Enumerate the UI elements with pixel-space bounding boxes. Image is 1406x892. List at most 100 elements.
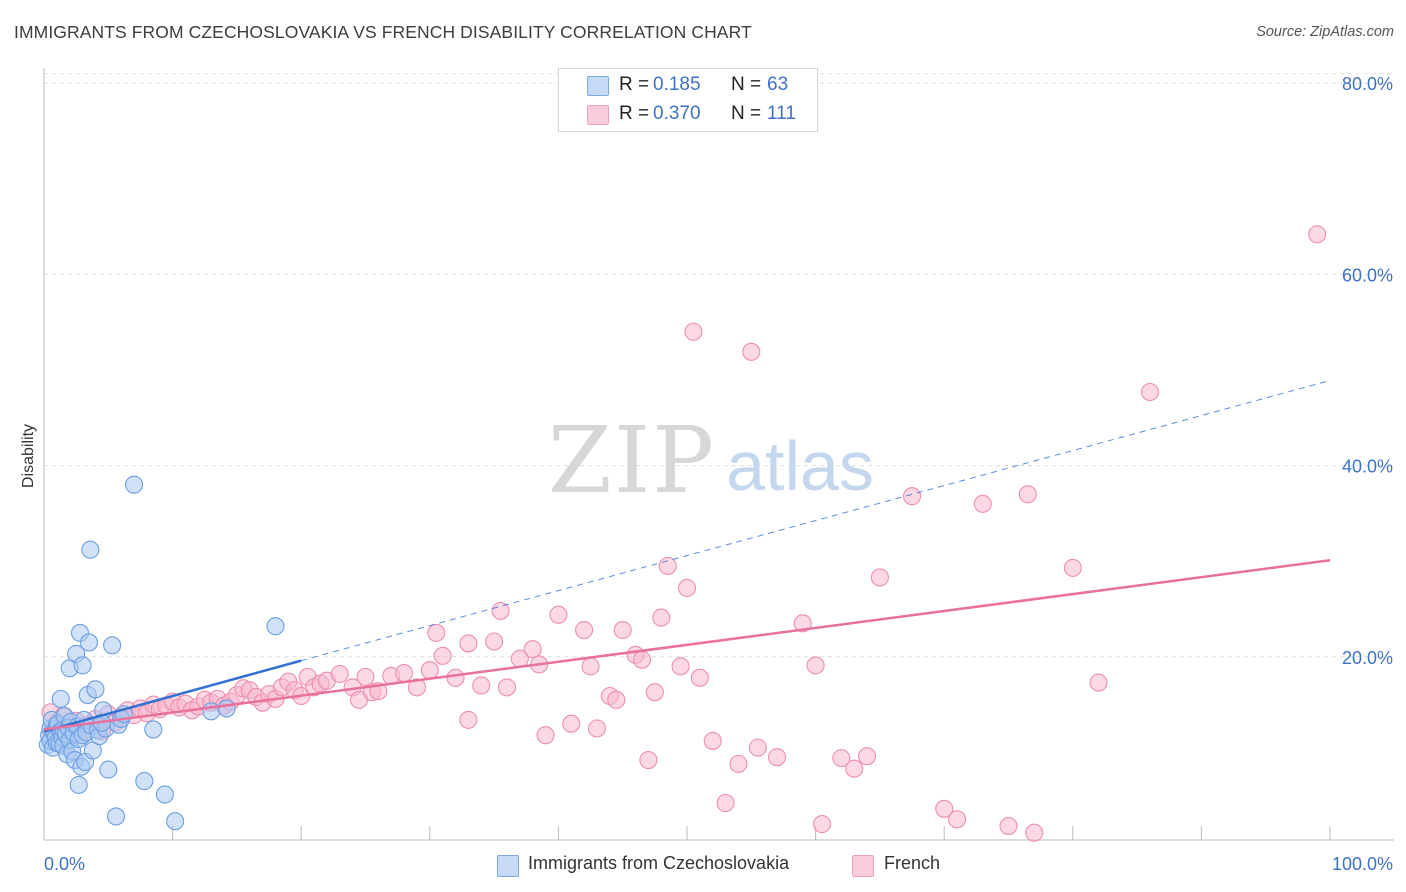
- french-point: [677, 578, 697, 598]
- french-point: [575, 620, 594, 640]
- czechoslovakia-point: [79, 633, 99, 652]
- french-point: [935, 799, 954, 818]
- czechoslovakia-point: [135, 772, 154, 791]
- french-point: [812, 815, 832, 834]
- legend-n-label: N =: [731, 103, 762, 124]
- czechoslovakia-point: [166, 812, 185, 831]
- french-point: [1089, 673, 1108, 692]
- czechoslovakia-point: [69, 775, 88, 794]
- tick-labels: 20.0% 40.0% 60.0% 80.0% 0.0% 100.0%: [44, 74, 1393, 874]
- czechoslovakia-trend-extension: [301, 380, 1331, 662]
- french-point: [658, 556, 677, 576]
- czechoslovakia-point: [217, 699, 236, 718]
- czechoslovakia-trend-line: [43, 659, 302, 733]
- french-point: [446, 668, 465, 687]
- french-point: [999, 816, 1018, 836]
- legend-swatch-french: [852, 855, 874, 877]
- french-point: [973, 494, 992, 513]
- french-point: [857, 747, 877, 766]
- french-trend-line: [43, 559, 1331, 731]
- czechoslovakia-point: [103, 636, 122, 655]
- data-points: [38, 225, 1327, 842]
- french-point: [427, 623, 446, 642]
- legend-r-label: R =: [619, 74, 650, 95]
- legend-swatch-czechoslovakia: [497, 855, 519, 877]
- french-point: [652, 608, 671, 627]
- french-point: [948, 810, 967, 829]
- french-point: [716, 794, 735, 813]
- watermark-atlas: atlas: [726, 427, 874, 505]
- french-point: [690, 668, 709, 687]
- czechoslovakia-point: [155, 785, 174, 804]
- legend-label-czechoslovakia: Immigrants from Czechoslovakia: [528, 853, 790, 873]
- czechoslovakia-point: [106, 807, 126, 826]
- french-point: [433, 646, 452, 665]
- french-point: [1063, 558, 1082, 577]
- series-legend: Immigrants from Czechoslovakia French: [0, 852, 1406, 878]
- legend-label-french: French: [884, 853, 941, 873]
- y-tick-label: 80.0%: [1342, 74, 1393, 94]
- french-point: [491, 601, 510, 620]
- x-tick-label: 100.0%: [1332, 854, 1393, 874]
- czechoslovakia-point: [144, 720, 163, 739]
- french-point: [703, 731, 722, 750]
- french-point: [485, 632, 504, 651]
- czechoslovakia-point: [99, 760, 118, 779]
- french-point: [536, 726, 555, 745]
- source-label: Source: ZipAtlas.com: [1256, 24, 1394, 40]
- french-point: [472, 676, 491, 695]
- grid-lines: [44, 73, 1394, 658]
- czechoslovakia-point: [86, 680, 105, 699]
- french-point: [420, 661, 439, 680]
- y-tick-label: 20.0%: [1342, 648, 1393, 668]
- legend-r-value: 0.370: [653, 103, 701, 124]
- french-point: [902, 487, 922, 506]
- czechoslovakia-point: [81, 540, 100, 559]
- legend-n-value: 111: [767, 103, 796, 124]
- y-axis-label: Disability: [20, 424, 37, 488]
- french-point: [613, 620, 632, 640]
- french-point: [645, 683, 664, 702]
- french-point: [870, 568, 889, 587]
- french-point: [549, 605, 568, 624]
- french-point: [1140, 382, 1160, 402]
- y-tick-label: 60.0%: [1342, 265, 1393, 285]
- x-tick-label: 0.0%: [44, 854, 85, 874]
- trend-lines: [43, 380, 1331, 733]
- french-point: [587, 719, 607, 738]
- y-tick-label: 40.0%: [1342, 457, 1393, 477]
- french-point: [793, 614, 812, 633]
- french-point: [767, 748, 787, 767]
- watermark-zip: ZIP: [548, 407, 716, 514]
- legend-swatch-blue: [587, 76, 609, 96]
- french-point: [832, 749, 851, 768]
- french-point: [632, 650, 652, 669]
- french-point: [639, 750, 658, 770]
- czechoslovakia-point: [51, 689, 70, 708]
- legend-n-value: 63: [767, 74, 789, 95]
- french-point: [1018, 485, 1037, 504]
- french-point: [671, 657, 690, 676]
- czechoslovakia-point: [266, 617, 285, 636]
- legend-swatch-pink: [587, 105, 609, 125]
- french-point: [729, 754, 748, 773]
- czechoslovakia-point: [73, 656, 92, 675]
- french-point: [581, 657, 600, 676]
- french-point: [1025, 823, 1044, 842]
- legend-row-pink: R = 0.370 N = 111: [559, 100, 817, 128]
- czechoslovakia-point: [202, 702, 221, 721]
- legend-n-label: N =: [731, 74, 762, 95]
- french-point: [356, 667, 375, 686]
- french-point: [1308, 225, 1327, 244]
- french-point: [607, 690, 626, 709]
- french-point: [497, 678, 517, 697]
- french-point: [459, 710, 478, 729]
- french-point: [330, 664, 349, 684]
- legend-row-blue: R = 0.185 N = 63: [559, 71, 817, 99]
- french-point: [407, 678, 426, 697]
- french-point: [742, 342, 761, 361]
- french-point: [845, 759, 864, 778]
- french-point: [684, 322, 703, 341]
- french-point: [523, 640, 542, 659]
- czechoslovakia-point: [124, 475, 144, 494]
